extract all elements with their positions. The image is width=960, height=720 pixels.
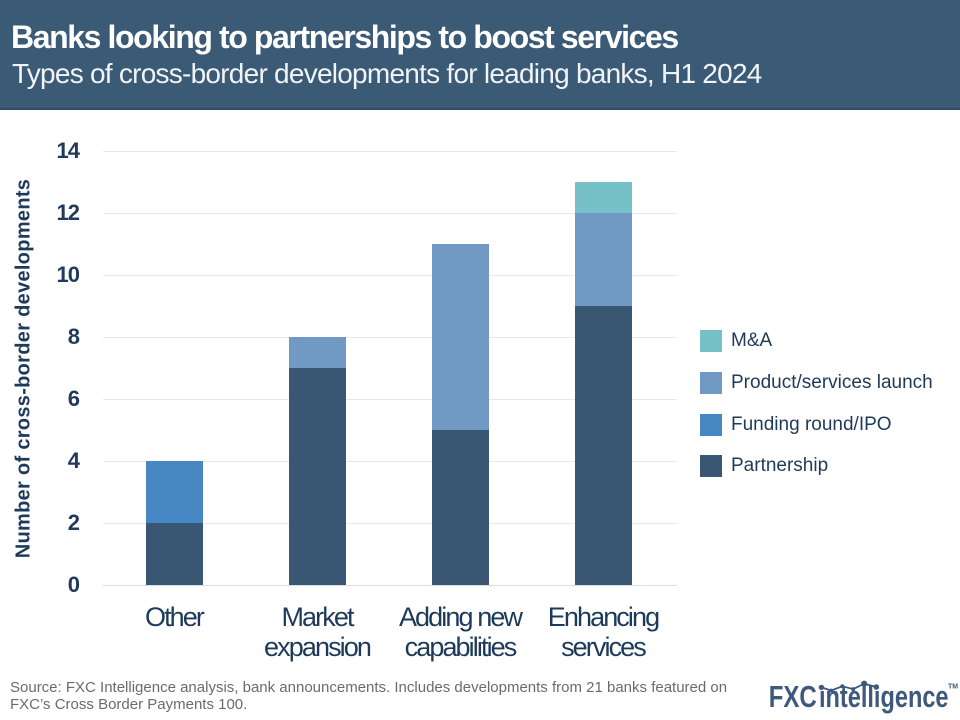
svg-text:FXC: FXC [769,679,817,714]
svg-text:TM: TM [948,684,958,691]
svg-text:ıntellıgence: ıntellıgence [819,679,949,714]
